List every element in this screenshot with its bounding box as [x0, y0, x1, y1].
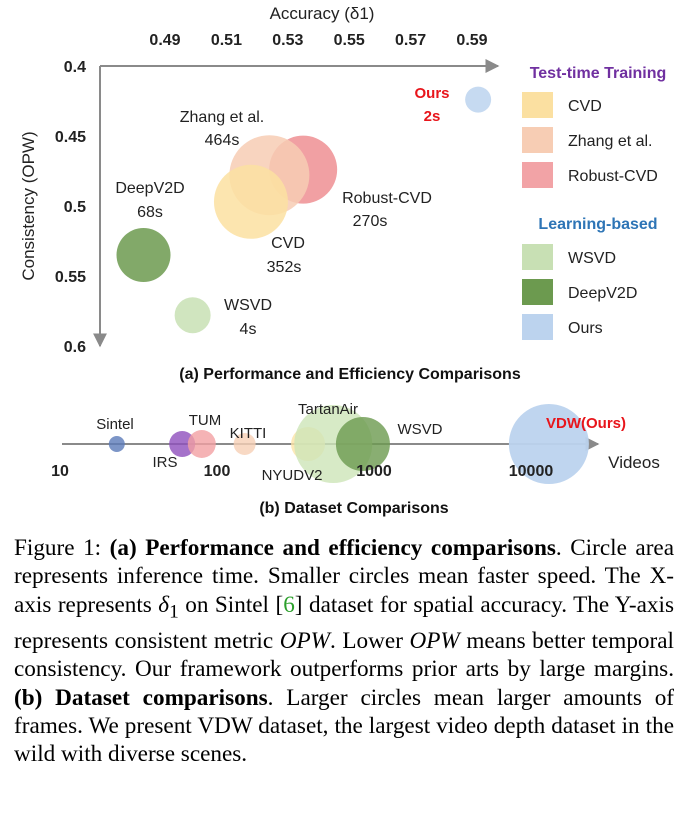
- panel-a: Accuracy (δ1) Consistency (OPW) 0.49 0.51…: [19, 4, 666, 383]
- legend-swatch-ours: [522, 314, 553, 340]
- caption-b-text: . Larger circles mean larger amounts of …: [14, 684, 675, 768]
- label-cvd-time: 352s: [267, 259, 302, 276]
- label-nyudv2: NYUDV2: [262, 467, 323, 484]
- panel-b: 10 100 1000 10000 Sintel IRS TUM KITTI NYUD…: [51, 401, 660, 517]
- label-deepv2d-name: DeepV2D: [115, 180, 184, 197]
- label-wsvd-name: WSVD: [224, 297, 272, 314]
- bubble-wsvd: [174, 297, 211, 334]
- legend-swatch-wsvd: [522, 244, 553, 270]
- caption-delta: δ: [158, 591, 170, 618]
- legend-label-wsvd: WSVD: [568, 250, 616, 267]
- legend-label-deepv2d: DeepV2D: [568, 285, 637, 302]
- caption-opw-2: OPW: [409, 627, 460, 654]
- x-tick-label: 0.57: [395, 32, 426, 49]
- caption-fig-label: Figure 1:: [14, 535, 102, 561]
- bubble-sintel: [108, 436, 125, 452]
- y-tick-label: 0.45: [55, 129, 86, 146]
- x-tick-labels: 0.49 0.51 0.53 0.55 0.57 0.59: [149, 32, 487, 49]
- legend-swatch-deepv2d: [522, 279, 553, 305]
- x-tick-label-b: 10000: [509, 463, 554, 480]
- y-tick-labels: 0.4 0.45 0.5 0.55 0.6: [55, 59, 86, 356]
- legend-label-ours: Ours: [568, 320, 603, 337]
- x-tick-label: 0.59: [456, 32, 487, 49]
- label-tartanair: TartanAir: [298, 401, 358, 418]
- label-kitti: KITTI: [230, 425, 267, 442]
- legend-group-test-time: Test-time Training: [530, 65, 667, 82]
- x-tick-label-b: 1000: [356, 463, 392, 480]
- caption-a-text-2: on Sintel [: [178, 591, 284, 618]
- label-ours-name: Ours: [414, 85, 449, 102]
- bubble-wsvd: [335, 417, 390, 471]
- y-tick-label: 0.6: [64, 339, 86, 356]
- legend-swatch-robustcvd: [522, 162, 553, 188]
- legend-swatch-zhang: [522, 127, 553, 153]
- figure-caption: Figure 1: (a) Performance and efficiency…: [14, 535, 675, 768]
- legend-label-robustcvd: Robust-CVD: [568, 168, 658, 185]
- x-tick-label: 0.51: [211, 32, 242, 49]
- label-wsvd-b: WSVD: [398, 421, 443, 438]
- label-cvd-name: CVD: [271, 235, 305, 252]
- x-axis-label: Accuracy (δ1): [270, 4, 375, 23]
- y-tick-label: 0.4: [64, 59, 86, 76]
- caption-a-text-5: means better temporal consistency. Our f…: [14, 627, 674, 683]
- label-robustcvd-time: 270s: [353, 213, 388, 230]
- bubble-ours: [465, 86, 492, 113]
- label-tum: TUM: [189, 412, 222, 429]
- label-robustcvd-name: Robust-CVD: [342, 190, 432, 207]
- caption-delta-sub: 1: [169, 601, 179, 623]
- legend-label-zhang: Zhang et al.: [568, 133, 653, 150]
- caption-a-tag: (a): [109, 535, 137, 561]
- bubble-irs: [169, 431, 196, 457]
- bubbles-a: [116, 86, 492, 334]
- bubble-tum: [187, 430, 216, 458]
- x-tick-label: 0.49: [149, 32, 180, 49]
- caption-a-text-3: ] dataset for spatial accuracy. The Y-ax…: [14, 591, 674, 654]
- caption-b-tag: (b): [14, 684, 43, 711]
- x-tick-label: 0.53: [272, 32, 303, 49]
- x-tick-label-b: 10: [51, 463, 69, 480]
- caption-b-title: Dataset comparisons: [55, 684, 268, 711]
- label-irs: IRS: [152, 454, 177, 471]
- legend-label-cvd: CVD: [568, 98, 602, 115]
- bubbles-b: [108, 404, 589, 484]
- label-deepv2d-time: 68s: [137, 204, 163, 221]
- legend: Test-time Training CVD Zhang et al. Robu…: [522, 65, 666, 340]
- caption-citation[interactable]: 6: [283, 591, 295, 618]
- caption-a-title: Performance and efficiency comparisons: [145, 535, 556, 561]
- y-tick-label: 0.5: [64, 199, 86, 216]
- caption-a-text-1: Circle area represents inference time. S…: [14, 535, 675, 618]
- legend-group-learning: Learning-based: [538, 216, 657, 233]
- figure-canvas: Accuracy (δ1) Consistency (OPW) 0.49 0.51…: [19, 4, 666, 517]
- label-ours-time: 2s: [424, 108, 441, 125]
- bubble-kitti: [233, 433, 256, 455]
- caption-a-text-4: . Lower: [330, 627, 410, 654]
- bubble-cvd: [213, 164, 288, 239]
- y-tick-label: 0.55: [55, 269, 86, 286]
- panel-a-title: (a) Performance and Efficiency Compariso…: [179, 366, 521, 383]
- label-zhang-name: Zhang et al.: [180, 109, 265, 126]
- y-axis-label: Consistency (OPW): [19, 131, 38, 280]
- label-vdw: VDW(Ours): [546, 415, 626, 432]
- label-wsvd-time: 4s: [240, 321, 257, 338]
- legend-swatch-cvd: [522, 92, 553, 118]
- x-tick-label-b: 100: [204, 463, 231, 480]
- caption-opw-1: OPW: [279, 627, 330, 654]
- label-sintel: Sintel: [96, 416, 134, 433]
- panel-b-title: (b) Dataset Comparisons: [259, 500, 448, 517]
- label-zhang-time: 464s: [205, 132, 240, 149]
- bubble-vdw-ours-: [508, 404, 589, 484]
- x-tick-labels-b: 10 100 1000 10000: [51, 463, 553, 480]
- x-axis-label-b: Videos: [608, 453, 660, 472]
- bubble-deepv2d: [116, 228, 171, 282]
- x-tick-label: 0.55: [334, 32, 365, 49]
